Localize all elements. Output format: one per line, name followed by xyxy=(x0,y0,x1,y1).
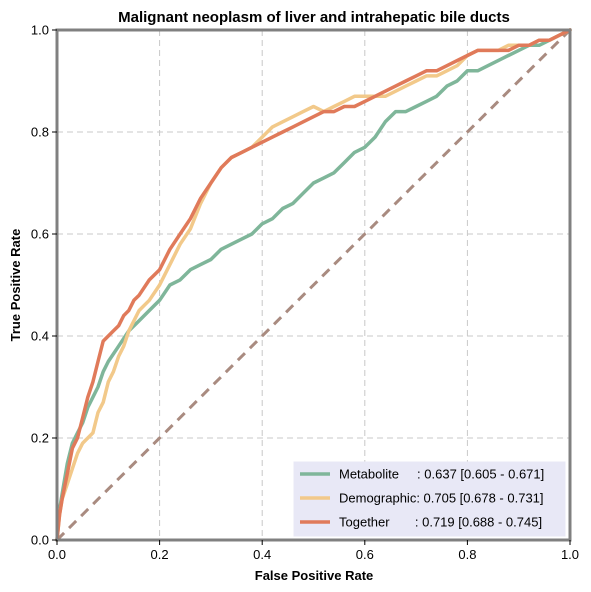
x-axis-ticks: 0.0 0.2 0.4 0.6 0.8 1.0 xyxy=(48,540,579,562)
series-lines xyxy=(55,28,572,542)
legend-box xyxy=(293,461,566,537)
x-axis-label: False Positive Rate xyxy=(255,568,374,583)
legend-label-together: Together : 0.719 [0.688 - 0.745] xyxy=(339,515,542,530)
diagonal-reference xyxy=(55,28,572,542)
x-tick-label: 0.6 xyxy=(356,547,374,562)
y-axis-label: True Positive Rate xyxy=(8,229,23,342)
legend: Metabolite : 0.637 [0.605 - 0.671] Demogr… xyxy=(293,461,566,537)
legend-label-metabolite: Metabolite : 0.637 [0.605 - 0.671] xyxy=(339,467,544,482)
y-tick-label: 1.0 xyxy=(31,23,49,38)
grid-lines xyxy=(57,30,570,540)
x-tick-label: 0.2 xyxy=(151,547,169,562)
x-tick-label: 0.0 xyxy=(48,547,66,562)
legend-label-demographic: Demographic: 0.705 [0.678 - 0.731] xyxy=(339,491,544,506)
plot-frame xyxy=(55,28,572,542)
y-tick-label: 0.0 xyxy=(31,533,49,548)
x-tick-label: 0.4 xyxy=(253,547,271,562)
y-tick-label: 0.2 xyxy=(31,431,49,446)
y-tick-label: 0.8 xyxy=(31,125,49,140)
roc-line-together xyxy=(55,28,572,542)
roc-line-metabolite xyxy=(55,28,572,542)
y-tick-label: 0.4 xyxy=(31,329,49,344)
y-axis-ticks: 0.0 0.2 0.4 0.6 0.8 1.0 xyxy=(31,23,57,548)
y-tick-label: 0.6 xyxy=(31,227,49,242)
chance-diagonal-line xyxy=(55,28,572,542)
x-tick-label: 0.8 xyxy=(458,547,476,562)
x-tick-label: 1.0 xyxy=(561,547,579,562)
chart-title: Malignant neoplasm of liver and intrahep… xyxy=(118,9,510,26)
